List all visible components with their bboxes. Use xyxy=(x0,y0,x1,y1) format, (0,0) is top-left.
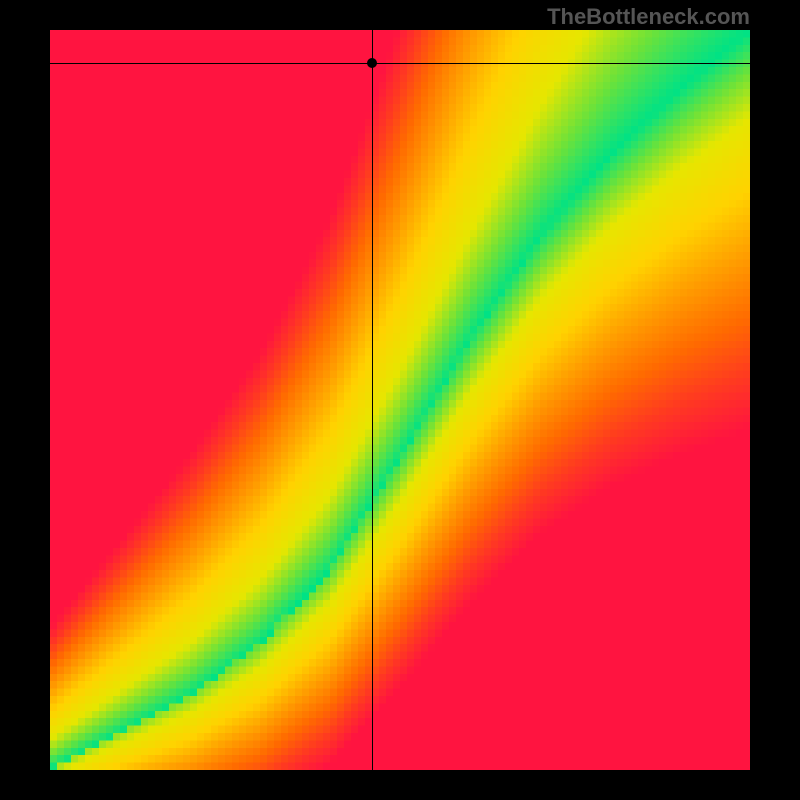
crosshair-horizontal xyxy=(50,63,750,64)
heatmap-plot xyxy=(50,30,750,770)
crosshair-marker xyxy=(367,58,377,68)
watermark-text: TheBottleneck.com xyxy=(547,4,750,30)
heatmap-canvas xyxy=(50,30,750,770)
crosshair-vertical xyxy=(372,30,373,770)
